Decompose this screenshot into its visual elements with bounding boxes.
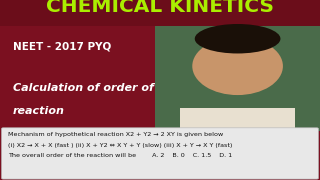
Text: CHEMICAL KINETICS: CHEMICAL KINETICS bbox=[46, 0, 274, 16]
Text: Mechanism of hypothetical reaction X2 + Y2 → 2 XY is given below: Mechanism of hypothetical reaction X2 + … bbox=[8, 132, 223, 137]
Ellipse shape bbox=[192, 37, 283, 95]
Bar bbox=[0, 0, 320, 26]
FancyBboxPatch shape bbox=[2, 128, 318, 179]
Text: reaction: reaction bbox=[13, 106, 65, 116]
Ellipse shape bbox=[195, 24, 280, 53]
Text: NEET - 2017 PYQ: NEET - 2017 PYQ bbox=[13, 41, 111, 51]
Text: (i) X2 → X + X (fast ) (ii) X + Y2 ⇔ X Y + Y (slow) (iii) X + Y → X Y (fast): (i) X2 → X + X (fast ) (ii) X + Y2 ⇔ X Y… bbox=[8, 143, 232, 148]
Bar bbox=[155, 26, 320, 131]
Text: Calculation of order of: Calculation of order of bbox=[13, 83, 154, 93]
Text: The overall order of the reaction will be        A. 2    B. 0    C. 1.5    D. 1: The overall order of the reaction will b… bbox=[8, 153, 232, 158]
Bar bbox=[180, 108, 295, 131]
